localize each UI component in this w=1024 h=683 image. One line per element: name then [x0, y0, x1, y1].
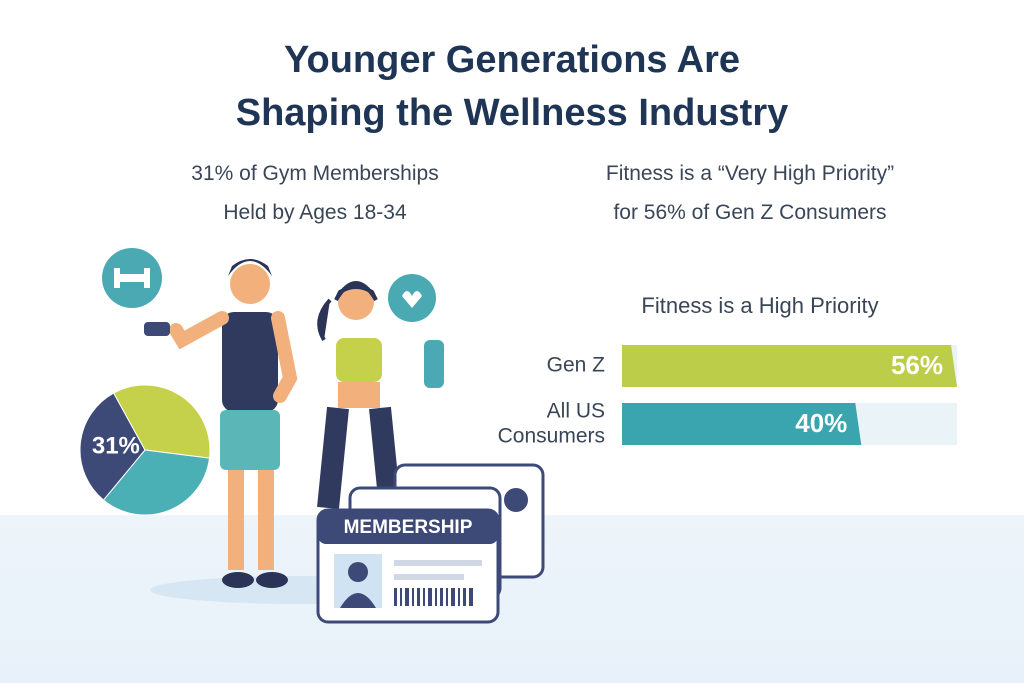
stat-line: Fitness is a “Very High Priority” [605, 162, 895, 185]
bar-value-label: 56% [891, 350, 943, 380]
pie-slice [79, 392, 146, 501]
stat-line: 31% of Gym Memberships [191, 162, 439, 185]
pie-label: 31% [92, 433, 140, 460]
card-label: MEMBERSHIP [344, 517, 473, 538]
bar-chart-title: Fitness is a High Priority [641, 293, 878, 318]
bar [622, 345, 957, 387]
bar [622, 403, 862, 445]
stat-line: for 56% of Gen Z Consumers [613, 201, 887, 224]
title-line: Younger Generations Are [283, 39, 741, 81]
illustration: MEMBERSHIP [102, 248, 545, 624]
y-tick-label: Gen Z [547, 354, 606, 377]
title-line: Shaping the Wellness Industry [235, 92, 789, 134]
bar-value-label: 40% [795, 408, 847, 438]
stat-line: Held by Ages 18-34 [223, 201, 407, 224]
pie-slice [113, 384, 211, 459]
pie-slice [102, 449, 211, 516]
y-tick-label: All US Consumers [492, 399, 605, 447]
